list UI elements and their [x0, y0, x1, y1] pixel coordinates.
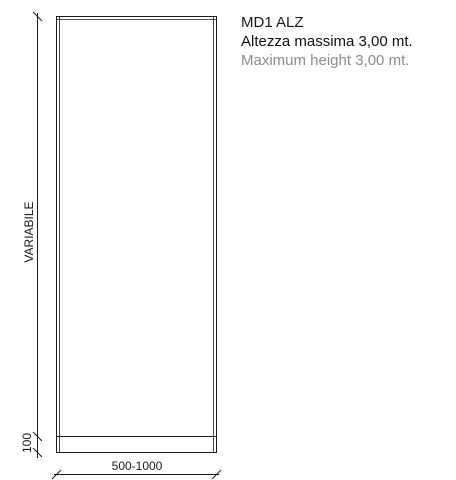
- height-tick-top: [32, 11, 43, 22]
- panel-outline: [56, 16, 217, 453]
- width-tick-left: [51, 469, 62, 480]
- product-code: MD1 ALZ: [241, 14, 304, 31]
- width-tick-right: [211, 469, 222, 480]
- max-height-italian: Altezza massima 3,00 mt.: [241, 33, 413, 50]
- max-height-english: Maximum height 3,00 mt.: [241, 52, 410, 69]
- height-tick-bottom: [32, 447, 43, 458]
- product-info: MD1 ALZ Altezza massima 3,00 mt. Maximum…: [241, 13, 453, 70]
- height-tick-base: [32, 431, 43, 442]
- width-dimension-label: 500-1000: [111, 459, 163, 473]
- base-dimension-label: 100: [20, 432, 34, 454]
- height-dimension-label: VARIABILE: [22, 201, 36, 263]
